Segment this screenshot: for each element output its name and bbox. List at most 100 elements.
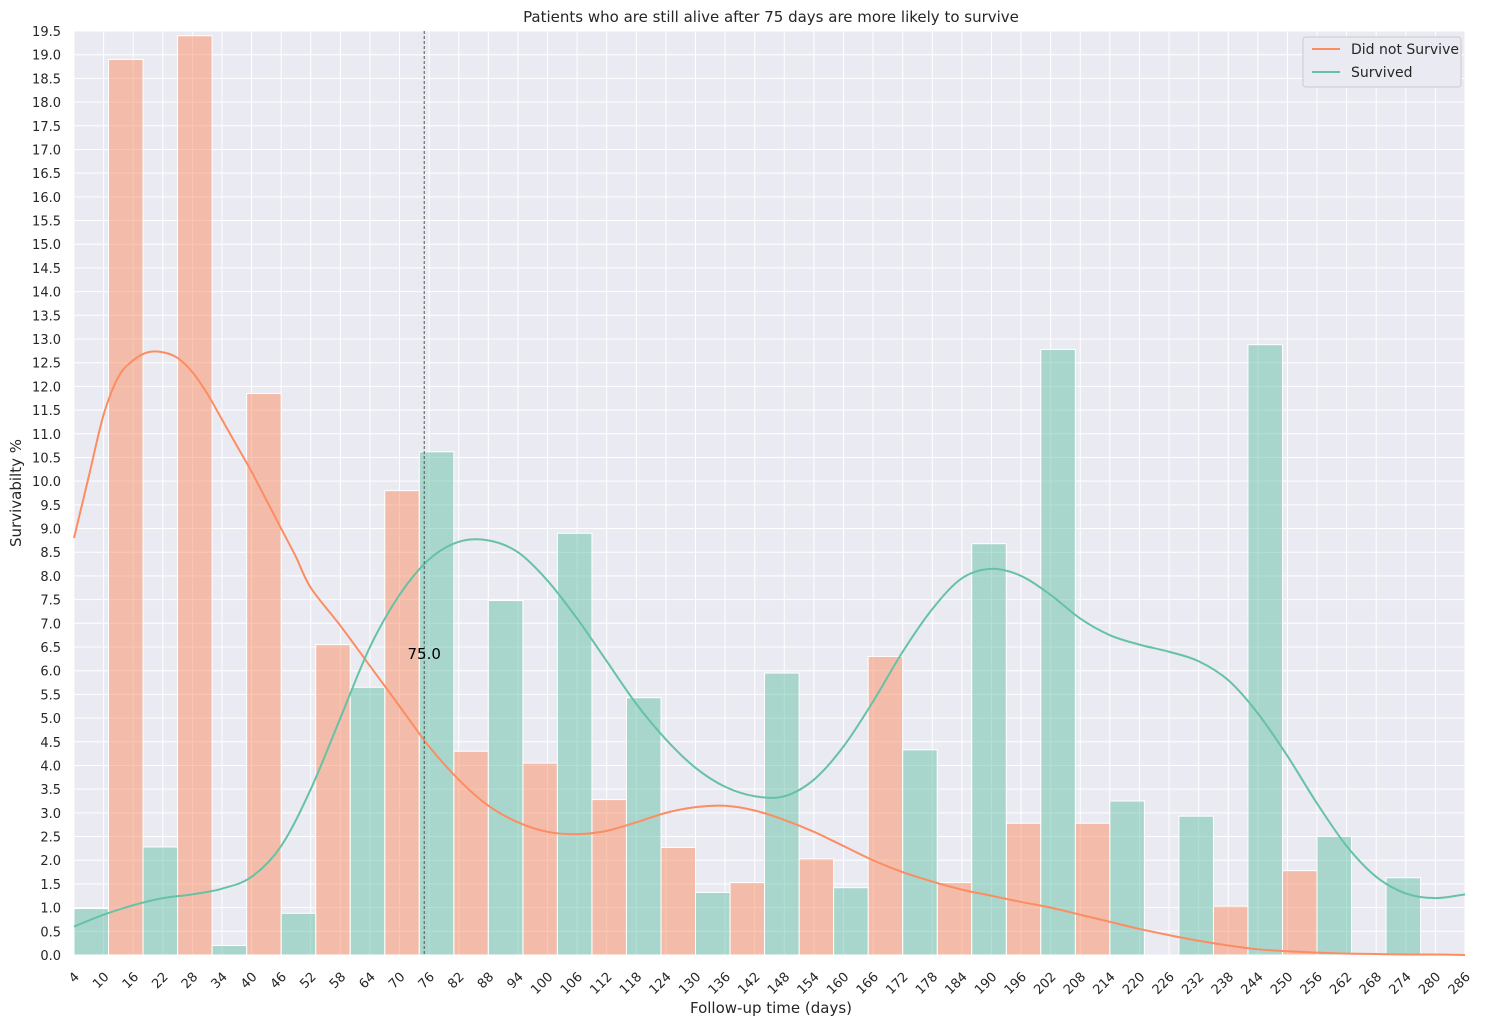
bar-did-not-survive — [453, 750, 489, 956]
bar-survived — [1109, 800, 1145, 956]
y-tick-label: 1.0 — [40, 902, 61, 917]
y-tick-label: 8.0 — [40, 570, 61, 585]
y-tick-label: 17.0 — [32, 143, 61, 158]
bar-did-not-survive — [729, 882, 766, 956]
x-tick-label: 34 — [209, 970, 231, 992]
y-tick-labels: 0.0 0.5 1.0 1.5 2.0 2.5 3.0 3.5 4.0 4.5 5.0 5.5 6.0 6… — [32, 25, 61, 964]
bar-survived — [211, 945, 248, 956]
bar-survived — [1316, 836, 1353, 956]
x-tick-label: 70 — [386, 970, 408, 992]
y-tick-label: 3.5 — [40, 783, 61, 798]
y-tick-label: 0.5 — [40, 925, 61, 940]
bar-survived — [764, 672, 800, 956]
y-tick-label: 14.0 — [32, 286, 61, 301]
bar-survived — [833, 887, 869, 956]
x-tick-label: 154 — [795, 970, 823, 998]
y-tick-label: 2.5 — [40, 831, 61, 846]
x-tick-label: 100 — [528, 970, 556, 998]
bar-did-not-survive — [246, 392, 282, 956]
y-tick-label: 4.5 — [40, 736, 61, 751]
bars-layer — [73, 35, 1422, 956]
y-tick-label: 19.5 — [32, 25, 61, 40]
bar-did-not-survive — [1005, 822, 1042, 956]
y-tick-label: 17.5 — [32, 120, 61, 135]
bar-did-not-survive — [660, 846, 697, 956]
y-tick-label: 11.5 — [32, 404, 61, 419]
y-tick-label: 15.5 — [32, 215, 61, 230]
x-tick-label: 22 — [149, 970, 171, 992]
bar-survived — [1040, 348, 1076, 956]
x-tick-label: 220 — [1120, 970, 1148, 998]
y-tick-label: 5.5 — [40, 688, 61, 703]
y-tick-label: 9.5 — [40, 499, 61, 514]
x-tick-label: 142 — [735, 970, 763, 998]
chart-title: Patients who are still alive after 75 da… — [523, 8, 1019, 26]
x-tick-label: 214 — [1091, 970, 1119, 998]
y-tick-label: 5.0 — [40, 712, 61, 727]
x-tick-label: 130 — [676, 970, 704, 998]
bar-survived — [625, 697, 662, 956]
bar-survived — [73, 908, 110, 956]
y-tick-label: 12.0 — [32, 380, 61, 395]
kde-line-survived — [73, 538, 1466, 928]
x-tick-label: 256 — [1298, 970, 1326, 998]
x-tick-label: 226 — [1150, 970, 1178, 998]
bar-survived — [695, 891, 731, 956]
bar-survived — [349, 686, 386, 956]
y-tick-label: 8.5 — [40, 546, 61, 561]
bar-survived — [902, 749, 938, 956]
x-tick-label: 190 — [972, 970, 1000, 998]
y-tick-label: 0.0 — [40, 949, 61, 964]
x-tick-label: 88 — [475, 970, 497, 992]
x-tick-label: 172 — [883, 970, 911, 998]
x-tick-label: 94 — [504, 970, 526, 992]
y-tick-label: 19.0 — [32, 49, 61, 64]
bar-did-not-survive — [315, 644, 351, 956]
bar-did-not-survive — [936, 882, 973, 956]
y-tick-label: 18.5 — [32, 72, 61, 87]
y-tick-label: 18.0 — [32, 96, 61, 111]
y-tick-label: 3.0 — [40, 807, 61, 822]
bar-survived — [1178, 815, 1214, 956]
x-tick-label: 58 — [327, 970, 349, 992]
legend: Did not Survive Survived — [1302, 36, 1462, 88]
legend-label-survived: Survived — [1351, 65, 1412, 81]
bar-survived — [1385, 877, 1422, 956]
y-tick-label: 7.5 — [40, 594, 61, 609]
x-tick-label: 274 — [1386, 970, 1414, 998]
y-tick-label: 7.0 — [40, 617, 61, 632]
kde-layer — [73, 350, 1466, 956]
x-tick-label: 208 — [1061, 970, 1089, 998]
bar-did-not-survive — [1074, 822, 1111, 956]
y-tick-label: 13.5 — [32, 309, 61, 324]
bar-did-not-survive — [1281, 870, 1318, 956]
x-tick-label: 280 — [1416, 970, 1444, 998]
bar-survived — [418, 451, 455, 956]
y-tick-label: 14.5 — [32, 262, 61, 277]
bar-did-not-survive — [798, 858, 835, 956]
bar-survived — [280, 912, 317, 956]
bar-did-not-survive — [591, 799, 627, 956]
x-tick-label: 160 — [824, 970, 852, 998]
x-tick-label: 262 — [1327, 970, 1355, 998]
bar-did-not-survive — [177, 35, 213, 956]
x-tick-label: 250 — [1268, 970, 1296, 998]
bar-survived — [1247, 344, 1283, 956]
bar-survived — [487, 600, 524, 956]
y-tick-label: 6.5 — [40, 641, 61, 656]
bar-did-not-survive — [108, 58, 144, 956]
x-tick-label: 232 — [1179, 970, 1207, 998]
x-tick-label: 124 — [647, 970, 675, 998]
x-tick-label: 64 — [356, 970, 378, 992]
x-axis-title: Follow-up time (days) — [690, 999, 852, 1017]
x-tick-label: 118 — [617, 970, 645, 998]
y-tick-label: 13.0 — [32, 333, 61, 348]
legend-label-did-not-survive: Did not Survive — [1351, 42, 1459, 58]
bar-did-not-survive — [522, 762, 558, 956]
x-tick-labels: 4 10 16 22 28 34 40 46 52 58 64 70 76 82 88 94 100 106 112… — [66, 970, 1473, 998]
x-tick-label: 10 — [90, 970, 112, 992]
y-tick-label: 9.0 — [40, 523, 61, 538]
x-tick-label: 52 — [297, 970, 319, 992]
